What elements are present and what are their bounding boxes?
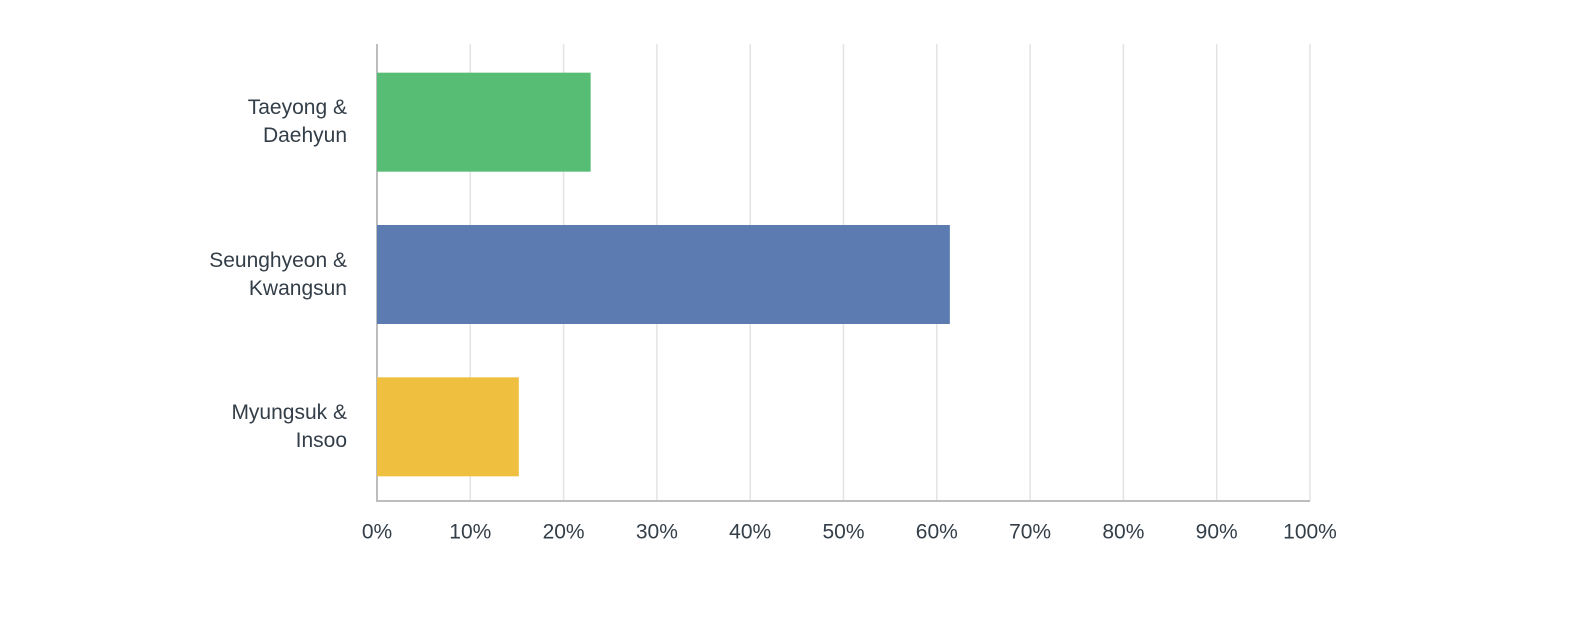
x-tick-label: 30%: [636, 521, 678, 544]
x-tick-label: 60%: [916, 521, 958, 544]
bar: [377, 377, 519, 477]
x-tick-label: 50%: [822, 521, 864, 544]
x-tick-label: 90%: [1196, 521, 1238, 544]
x-tick-label: 70%: [1009, 521, 1051, 544]
x-tick-label: 80%: [1102, 521, 1144, 544]
x-tick-label: 0%: [362, 521, 392, 544]
x-tick-label: 40%: [729, 521, 771, 544]
x-tick-label: 100%: [1283, 521, 1337, 544]
bar: [377, 72, 591, 172]
y-tick-label: Seunghyeon & Kwangsun: [209, 248, 347, 300]
y-tick-label: Myungsuk & Insoo: [231, 400, 347, 452]
x-tick-label: 10%: [449, 521, 491, 544]
y-tick-label: Taeyong & Daehyun: [247, 96, 347, 148]
x-tick-label: 20%: [543, 521, 585, 544]
bar: [377, 225, 950, 324]
